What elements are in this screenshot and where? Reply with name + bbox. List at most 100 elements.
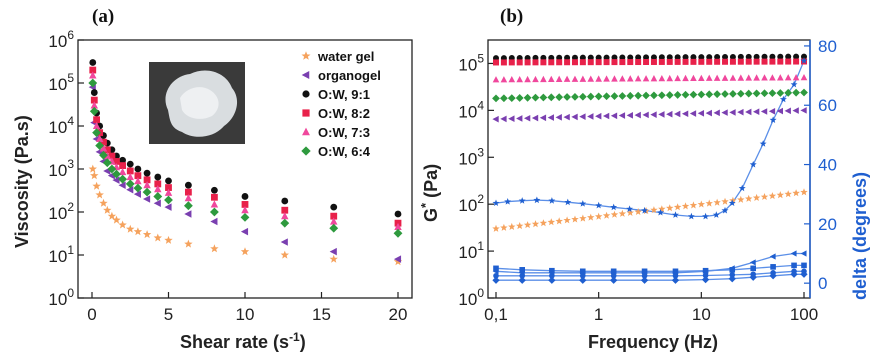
panel-b-delta-point xyxy=(702,267,709,274)
panel-b-gstar-point xyxy=(643,54,650,61)
panel-b-delta-point xyxy=(738,184,746,192)
panel-a-data-point xyxy=(281,206,289,214)
panel-a-data-point xyxy=(280,238,288,246)
panel-a-data-point xyxy=(143,181,151,189)
panel-a-data-point xyxy=(100,138,107,146)
panel-b-gstar-point xyxy=(540,75,547,83)
panel-b-gstar-point xyxy=(705,90,714,99)
panel-b-delta-point xyxy=(769,253,776,260)
panel-b-delta-point xyxy=(492,276,500,284)
panel-b-gstar-point xyxy=(666,58,673,65)
panel-a-data-point xyxy=(133,183,143,193)
panel-b-x-tick-label: 100 xyxy=(790,305,818,324)
panel-b-gstar-point xyxy=(603,59,610,66)
panel-b-y2-tick-label: 60 xyxy=(818,96,837,115)
panel-b-gstar-point xyxy=(650,58,657,65)
panel-b-delta-point xyxy=(749,273,757,281)
panel-b-gstar-point xyxy=(532,59,539,66)
panel-b-delta-point xyxy=(595,201,603,209)
panel-a-y-tick-label: 101 xyxy=(48,243,74,266)
panel-b-gstar-point xyxy=(610,210,619,218)
panel-b-gstar-point xyxy=(705,109,712,117)
panel-b-gstar-point xyxy=(579,113,586,120)
panel-a-data-point xyxy=(210,200,219,208)
panel-b-gstar-point xyxy=(516,75,523,83)
panel-b-gstar-point xyxy=(752,89,761,98)
panel-a-data-point xyxy=(118,167,127,176)
panel-b-gstar-point xyxy=(753,58,760,65)
panel-b-gstar-point xyxy=(508,76,516,83)
panel-b-gstar-point xyxy=(706,58,713,65)
panel-b-gstar-point xyxy=(697,90,706,99)
panel-b-gstar-point xyxy=(722,58,729,65)
panel-b-gstar-point xyxy=(618,92,627,100)
panel-a-data-point xyxy=(240,247,250,256)
panel-b-gstar-point xyxy=(595,112,602,120)
panel-b-delta-point xyxy=(790,270,798,278)
legend-label: organogel xyxy=(318,68,381,83)
panel-b-gstar-point xyxy=(776,107,784,115)
panel-a-data-point xyxy=(281,197,289,205)
panel-b-gstar-point xyxy=(713,90,722,99)
panel-b-gstar-point xyxy=(705,199,713,207)
panel-a-data-point xyxy=(92,128,102,138)
panel-b-gstar-point xyxy=(595,212,603,220)
panel-a-data-point xyxy=(95,134,104,143)
panel-a-data-point xyxy=(153,192,163,201)
panel-b-gstar-point xyxy=(792,189,800,197)
panel-b-gstar-point xyxy=(777,74,784,81)
panel-a-legend: water gel organogel O:W, 9:1 O:W, 8:2 O:W, 7… xyxy=(301,49,381,159)
panel-b-gstar-point xyxy=(721,74,729,81)
panel-b-gstar-point xyxy=(571,113,578,121)
panel-b-gstar-point xyxy=(555,93,564,102)
legend-marker xyxy=(302,127,310,136)
panel-b-gstar-point xyxy=(516,59,523,66)
panel-b-gstar-point xyxy=(539,219,548,227)
panel-b-delta-point xyxy=(702,212,709,220)
panel-b-delta-point xyxy=(610,272,617,279)
panel-b-gstar-point xyxy=(768,192,777,200)
panel-b-delta-point xyxy=(672,211,679,218)
panel-b-gstar-point xyxy=(500,115,507,123)
panel-a-data-point xyxy=(280,250,289,259)
panel-b-gstar-point xyxy=(571,75,579,82)
panel-b-gstar-point xyxy=(760,108,768,115)
panel-a-data-point xyxy=(154,180,162,188)
panel-b-delta-point xyxy=(641,268,648,275)
panel-b-gstar-point xyxy=(681,90,690,99)
panel-b-y-tick-label: 100 xyxy=(458,286,484,309)
panel-b-gstar-point xyxy=(548,59,555,66)
panel-b-gstar-point xyxy=(729,74,737,81)
panel-a-data-point xyxy=(393,255,402,263)
delta-line xyxy=(495,264,804,272)
panel-a-data-point xyxy=(112,169,121,179)
panel-b-gstar-point xyxy=(768,89,777,98)
panel-b-gstar-point xyxy=(563,113,570,121)
panel-a-data-point xyxy=(89,66,97,74)
panel-b-gstar-point xyxy=(492,224,500,232)
panel-b-gstar-point xyxy=(579,54,586,61)
panel-b-gstar-point xyxy=(785,53,792,60)
panel-a-x-tick-label: 0 xyxy=(87,305,96,324)
panel-b-gstar-point xyxy=(563,93,571,101)
panel-b-gstar-point xyxy=(737,74,745,81)
panel-b-delta-point xyxy=(790,80,798,88)
panel-b-gstar-point xyxy=(753,53,760,60)
panel-b-delta-point xyxy=(640,276,649,284)
panel-b-gstar-point xyxy=(792,88,801,97)
panel-a-x-ticks: 0 5 10 15 20 xyxy=(87,292,407,324)
panel-a-label: (a) xyxy=(92,6,114,27)
panel-b-delta-point xyxy=(672,268,679,275)
panel-b-gstar-point xyxy=(721,109,728,116)
panel-a-data-point xyxy=(126,185,134,194)
panel-b-gstar-point xyxy=(792,74,800,81)
panel-b-delta-point xyxy=(626,205,633,212)
panel-b-gstar-point xyxy=(500,76,508,83)
panel-a-data-point xyxy=(164,195,173,205)
panel-b-x-axis-title: Frequency (Hz) xyxy=(588,332,718,352)
panel-b-gstar-point xyxy=(650,91,658,100)
panel-a-data-point xyxy=(89,59,97,66)
panel-b-gstar-point xyxy=(689,110,697,117)
panel-a-data-point xyxy=(134,177,142,185)
panel-b-plot-area xyxy=(492,53,808,284)
